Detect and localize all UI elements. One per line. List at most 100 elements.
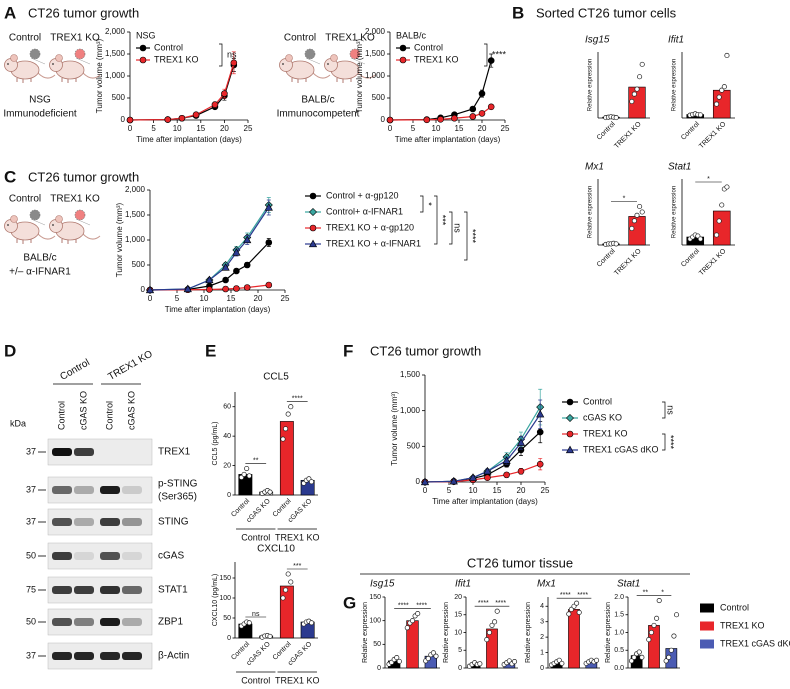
marker — [221, 90, 228, 97]
data-point — [283, 587, 289, 593]
chart-title: Mx1 — [585, 162, 604, 173]
significance-label: ns — [252, 611, 260, 618]
x-tick-label: 20 — [478, 124, 487, 133]
data-point — [566, 611, 572, 617]
significance-label: * — [623, 195, 626, 202]
x-tick-label: 15 — [227, 294, 236, 303]
marker — [536, 460, 544, 468]
marker — [423, 116, 431, 124]
marker — [437, 116, 444, 123]
protein-note: (Ser365) — [158, 492, 197, 503]
marker — [517, 467, 525, 475]
chart-title: Stat1 — [668, 162, 691, 173]
blot-band — [52, 586, 72, 594]
x-tick-label: 10 — [173, 124, 182, 133]
mouse-caption: +/– α-IFNAR1 — [9, 267, 71, 278]
data-point — [308, 479, 315, 485]
y-tick-label: 1,000 — [365, 71, 386, 80]
data-point — [409, 618, 416, 624]
x-axis-label: Time after implantation (days) — [395, 135, 501, 144]
legend-label: Control — [154, 42, 183, 52]
mouse-label: TREX1 KO — [50, 33, 100, 44]
data-point — [639, 654, 645, 660]
y-tick-label: 0 — [227, 492, 231, 499]
data-point — [634, 86, 640, 92]
significance-label: * — [661, 589, 664, 596]
marker — [264, 203, 273, 211]
chart-title: Stat1 — [617, 579, 640, 590]
mouse-caption: BALB/c — [301, 95, 334, 106]
marker — [502, 456, 511, 464]
x-tick-label: 5 — [151, 124, 156, 133]
mouse-icon — [49, 48, 101, 83]
marker — [503, 471, 510, 479]
x-tick-label: 20 — [254, 294, 263, 303]
data-point — [394, 655, 400, 661]
lane-label: Control — [104, 401, 114, 430]
y-tick-label: 1,500 — [125, 210, 146, 219]
y-tick-label: 10 — [454, 629, 462, 636]
data-point — [713, 101, 720, 107]
blot-band — [100, 552, 120, 560]
chart-title: CXCL10 — [257, 544, 295, 555]
blot-band — [74, 448, 94, 456]
data-point — [637, 74, 643, 80]
tumor-cells — [349, 48, 361, 60]
tumor-cells — [74, 48, 86, 60]
blot-band — [52, 652, 72, 660]
panel-letter: F — [343, 341, 353, 360]
y-tick-label: 15 — [454, 612, 462, 619]
data-point — [267, 489, 273, 495]
data-point — [430, 650, 436, 656]
marker — [139, 56, 147, 64]
data-point — [631, 654, 637, 660]
marker — [308, 207, 318, 217]
y-tick-label: 500 — [112, 93, 126, 102]
significance-label: **** — [666, 435, 676, 450]
data-point — [634, 212, 640, 218]
x-tick-label: 20 — [517, 486, 526, 495]
data-point — [308, 620, 315, 626]
y-tick-label: 150 — [369, 594, 381, 601]
injection-line — [75, 218, 91, 226]
bar — [486, 628, 498, 669]
marker — [536, 428, 544, 436]
y-tick-label: 50 — [223, 615, 231, 622]
data-point — [651, 622, 657, 628]
data-point — [697, 112, 704, 118]
marker — [164, 116, 172, 123]
marker — [565, 445, 575, 454]
data-point — [576, 609, 582, 615]
data-point — [492, 619, 498, 625]
y-tick-label: 1 — [540, 649, 544, 656]
blot-band — [74, 652, 94, 660]
group-label: Control — [241, 675, 270, 685]
blot-band — [100, 618, 120, 626]
marker — [566, 398, 574, 406]
injection-line — [30, 218, 46, 226]
mouse-tail — [82, 233, 101, 240]
blot-band — [100, 652, 120, 660]
data-point — [639, 61, 645, 67]
data-point — [668, 647, 674, 653]
injection-line — [75, 57, 91, 65]
legend-label: Control — [720, 602, 749, 612]
panel-letter: C — [4, 167, 16, 186]
y-axis-label: CCL5 (pg/mL) — [212, 422, 219, 466]
x-tick-label: 20 — [220, 124, 229, 133]
marker — [468, 473, 478, 481]
mouse-ear — [330, 54, 338, 62]
significance-label: **** — [577, 592, 588, 599]
y-tick-label: 20 — [223, 462, 231, 469]
data-point — [489, 622, 495, 628]
y-tick-label: 2,000 — [105, 27, 126, 36]
mouse-label: TREX1 KO — [325, 33, 375, 44]
mouse-legs — [16, 78, 32, 83]
blot-band — [122, 448, 142, 456]
marker — [205, 275, 214, 284]
x-tick-label: 25 — [501, 124, 510, 133]
y-axis-label: Relative expression — [362, 602, 369, 663]
marker — [487, 103, 495, 111]
y-tick-label: 500 — [407, 441, 421, 450]
marker — [487, 57, 495, 64]
